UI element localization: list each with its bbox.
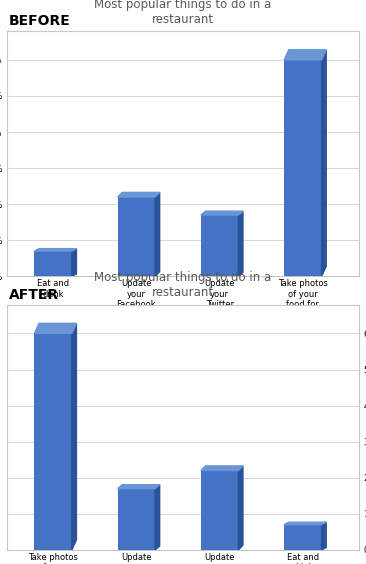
- Polygon shape: [155, 484, 160, 550]
- Text: AFTER: AFTER: [9, 288, 59, 302]
- FancyBboxPatch shape: [34, 251, 72, 276]
- Title: Most popular things to do in a
restaurant: Most popular things to do in a restauran…: [94, 271, 272, 299]
- FancyBboxPatch shape: [201, 470, 238, 550]
- Polygon shape: [117, 484, 160, 488]
- FancyBboxPatch shape: [284, 60, 322, 276]
- FancyBboxPatch shape: [284, 525, 322, 550]
- Polygon shape: [155, 192, 160, 276]
- Title: Most popular things to do in a
restaurant: Most popular things to do in a restauran…: [94, 0, 272, 26]
- Polygon shape: [238, 211, 243, 276]
- FancyBboxPatch shape: [117, 197, 155, 276]
- Polygon shape: [34, 249, 76, 251]
- FancyBboxPatch shape: [117, 488, 155, 550]
- FancyBboxPatch shape: [201, 215, 238, 276]
- Text: BEFORE: BEFORE: [9, 14, 71, 28]
- Polygon shape: [34, 323, 76, 333]
- Polygon shape: [322, 522, 326, 550]
- Polygon shape: [201, 466, 243, 470]
- Polygon shape: [284, 522, 326, 525]
- Polygon shape: [284, 50, 326, 60]
- Polygon shape: [238, 466, 243, 550]
- Polygon shape: [72, 323, 76, 550]
- Polygon shape: [72, 249, 76, 276]
- FancyBboxPatch shape: [34, 333, 72, 550]
- Polygon shape: [322, 50, 326, 276]
- Polygon shape: [201, 211, 243, 215]
- Polygon shape: [117, 192, 160, 197]
